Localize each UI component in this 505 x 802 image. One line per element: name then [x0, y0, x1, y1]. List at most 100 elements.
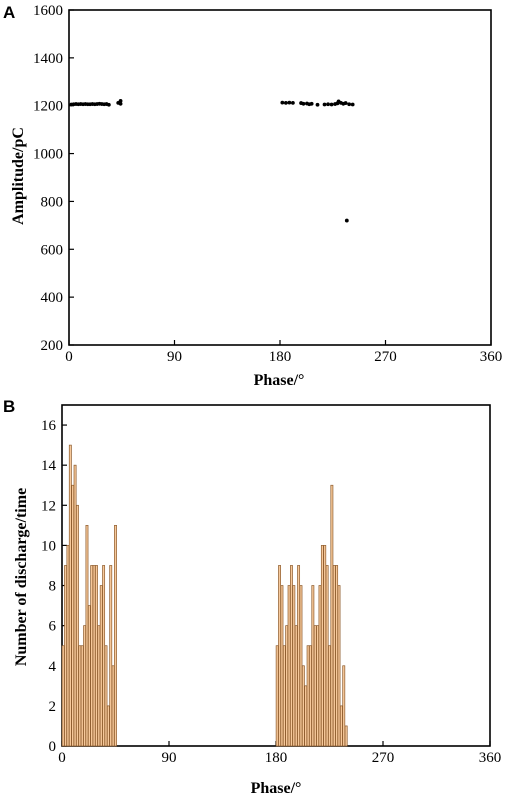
panel-a-y-tick-label: 200 — [41, 338, 64, 354]
histogram-bar — [95, 565, 98, 747]
data-point — [280, 100, 285, 105]
histogram-bar — [287, 585, 291, 747]
panel-b-y-axis-title: Number of discharge/time — [13, 488, 30, 666]
histogram-bar — [320, 545, 324, 747]
histogram-bar — [99, 585, 103, 747]
histogram-bar — [332, 565, 336, 747]
histogram-bar — [335, 565, 339, 747]
histogram-bar — [325, 565, 329, 747]
histogram-bar — [76, 504, 79, 747]
panel-a-y-tick-label: 1200 — [33, 99, 63, 115]
histogram-bar — [311, 585, 315, 747]
panel-a-frame — [68, 9, 492, 346]
histogram-bar — [90, 565, 94, 747]
panel-b-y-tick-label: 14 — [41, 458, 57, 474]
data-point — [315, 102, 320, 107]
data-point — [350, 102, 355, 107]
panel-a-x-axis-title: Phase/° — [254, 372, 305, 389]
histogram-bar — [111, 665, 115, 747]
data-point — [301, 101, 306, 106]
histogram-bar — [92, 565, 96, 747]
panel-a-x-tick-label: 270 — [374, 349, 397, 365]
histogram-bar — [104, 645, 108, 747]
data-point — [283, 100, 288, 105]
data-point — [118, 101, 123, 106]
histogram-bar — [73, 464, 77, 747]
histogram-bar — [292, 585, 296, 747]
histogram-bar — [285, 625, 289, 747]
panel-b-x-tick-label: 0 — [58, 750, 66, 766]
histogram-bar — [106, 705, 110, 747]
histogram-bar — [309, 645, 312, 747]
histogram-bar — [306, 645, 310, 747]
histogram-bar — [301, 665, 305, 747]
panel-b-y-tick-label: 10 — [41, 538, 56, 554]
panel-b-y-tick-label: 12 — [41, 498, 56, 514]
data-point — [106, 102, 111, 107]
panel-b-x-tick-label: 360 — [479, 750, 502, 766]
histogram-bar — [299, 585, 303, 747]
panel-a-label: A — [3, 3, 15, 22]
data-point — [329, 102, 334, 107]
panel-a-y-axis-title: Amplitude/pC — [10, 127, 27, 225]
panel-a-x-tick-label: 0 — [65, 349, 73, 365]
histogram-bar — [64, 565, 67, 747]
data-point — [309, 101, 314, 106]
histogram-bar — [313, 625, 317, 747]
panel-a-x-tick-label: 180 — [269, 349, 292, 365]
panel-b-x-tick-label: 90 — [162, 750, 177, 766]
histogram-bar — [83, 625, 87, 747]
panel-b-plot: 0 90 180 270 360 0 2 4 6 8 10 12 14 16 — [41, 404, 502, 766]
panel-b-x-axis-title: Phase/° — [251, 780, 302, 797]
panel-b-y-tick-label: 0 — [49, 739, 57, 755]
panel-b-y-tick-label: 6 — [49, 619, 57, 635]
panel-a-x-tick-label: 360 — [480, 349, 503, 365]
data-point — [344, 218, 349, 223]
histogram-bar — [342, 665, 346, 747]
data-point — [118, 99, 123, 103]
panel-b-x-tick-label: 180 — [265, 750, 288, 766]
panel-a-y-tick-label: 1600 — [33, 3, 63, 19]
histogram-bar — [337, 585, 341, 747]
histogram-bar — [323, 545, 327, 747]
data-point — [326, 102, 330, 107]
data-point — [322, 102, 327, 107]
histogram-bar — [278, 565, 281, 747]
panel-a-y-tick-label: 1000 — [33, 147, 63, 163]
histogram-bar — [294, 625, 298, 747]
histogram-bar — [85, 525, 89, 747]
histogram-bar — [282, 645, 286, 747]
histogram-bar — [68, 444, 72, 747]
histogram-bar — [339, 705, 343, 747]
histogram-bar — [109, 565, 113, 747]
panel-a-x-tick-label: 90 — [167, 349, 182, 365]
panel-a-y-tick-label: 1400 — [33, 51, 63, 67]
histogram-bar — [78, 645, 82, 747]
histogram-bar — [275, 645, 279, 747]
panel-a-y-tick-label: 600 — [41, 242, 64, 258]
histogram-bar — [61, 645, 65, 747]
panel-b-y-tick-label: 2 — [49, 699, 57, 715]
histogram-bar — [290, 565, 293, 747]
panel-a-y-tick-label: 400 — [41, 290, 64, 306]
panel-a-y-tick-label: 800 — [41, 194, 64, 210]
histogram-bar — [318, 585, 322, 747]
histogram-bar — [344, 725, 348, 747]
panel-b-y-tick-label: 4 — [49, 659, 57, 675]
panel-b-y-tick-label: 16 — [41, 418, 57, 434]
histogram-bar — [304, 685, 308, 747]
histogram-bar — [316, 625, 320, 747]
data-point — [290, 100, 295, 105]
panel-a-plot: 0 90 180 270 360 200 400 600 800 1000 1200 1400 1600 — [33, 3, 502, 365]
data-point — [343, 101, 348, 105]
histogram-bar — [280, 585, 284, 747]
histogram-bar — [297, 565, 301, 747]
histogram-bar — [97, 625, 101, 747]
data-point — [347, 102, 352, 107]
data-point — [287, 100, 292, 105]
panel-b-y-tick-label: 8 — [49, 579, 57, 595]
histogram-bar — [330, 484, 334, 747]
histogram-bar — [328, 645, 331, 747]
panel-b-x-tick-label: 270 — [372, 750, 395, 766]
